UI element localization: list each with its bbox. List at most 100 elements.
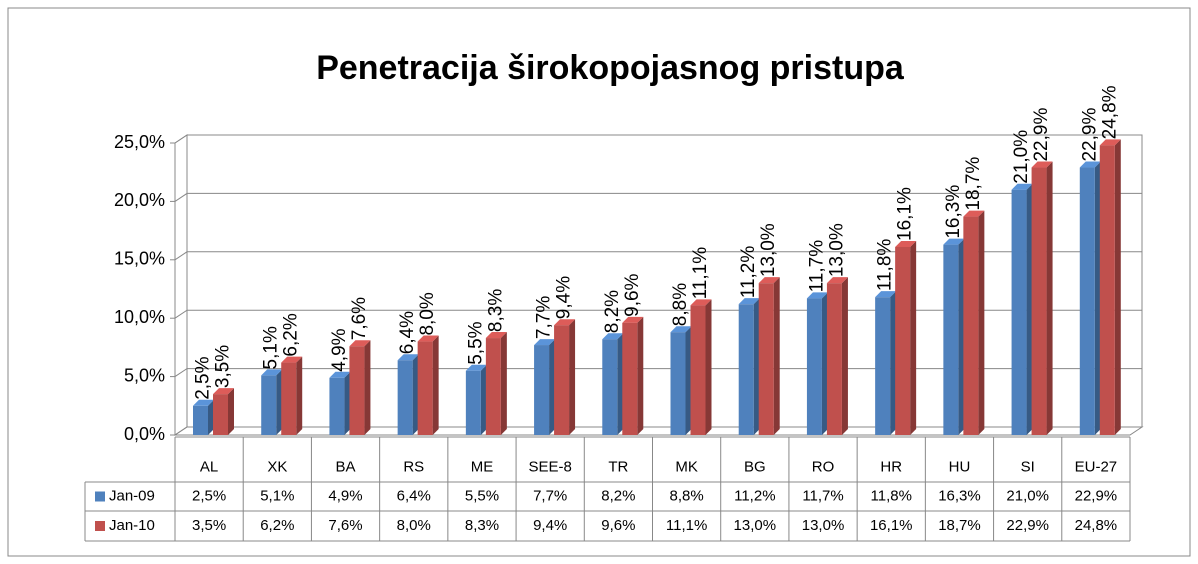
y-tick-label: 15,0%: [114, 249, 165, 269]
bar-face: [806, 298, 822, 435]
table-cell: 13,0%: [802, 517, 845, 534]
bar: [349, 340, 371, 435]
bar-face: [617, 333, 624, 435]
table-cell: 8,2%: [601, 487, 635, 504]
bar-face: [895, 240, 917, 247]
bar-face: [670, 332, 686, 435]
bar-face: [758, 283, 774, 435]
x-tick-label: RO: [812, 458, 835, 475]
bar: [1011, 183, 1033, 435]
table-cell: 3,5%: [192, 517, 226, 534]
y-tick-label: 10,0%: [114, 307, 165, 327]
grid-line: [174, 192, 1142, 202]
table-cell: 18,7%: [938, 517, 981, 534]
legend-key: [95, 521, 105, 531]
y-tick-label: 0,0%: [124, 424, 165, 444]
data-label: 8,0%: [417, 292, 438, 335]
bar-face: [1011, 189, 1027, 435]
bar: [806, 292, 828, 435]
bar-face: [549, 339, 556, 435]
data-label: 18,7%: [963, 157, 984, 211]
table-cell: 11,2%: [734, 487, 775, 504]
table-cell: 13,0%: [734, 517, 777, 534]
table-cell: 8,3%: [465, 517, 499, 534]
bar: [758, 277, 780, 435]
bar: [534, 339, 556, 435]
bar-face: [1099, 145, 1115, 435]
data-label: 5,1%: [261, 326, 282, 369]
table-cell: 4,9%: [328, 487, 362, 504]
data-label: 11,1%: [690, 247, 711, 300]
table-cell: 9,4%: [533, 517, 567, 534]
bar-face: [397, 354, 419, 361]
bar-face: [758, 277, 780, 284]
table-cell: 7,6%: [328, 517, 362, 534]
bar-face: [685, 326, 692, 435]
table-cell: 16,3%: [938, 487, 981, 504]
bar-face: [1099, 139, 1121, 146]
side-wall: [174, 134, 188, 436]
bar-face: [534, 339, 556, 346]
bar-face: [602, 333, 624, 340]
data-label: 8,8%: [670, 283, 691, 326]
data-label: 16,1%: [895, 187, 916, 241]
bar: [417, 335, 439, 435]
data-label: 24,8%: [1099, 85, 1120, 139]
data-label: 6,2%: [281, 313, 302, 356]
bar-face: [958, 238, 965, 435]
data-label: 11,7%: [806, 240, 827, 293]
bar-face: [281, 356, 303, 363]
bar-face: [296, 356, 303, 435]
bar-face: [485, 338, 501, 435]
bar-face: [943, 238, 965, 245]
y-tick-label: 20,0%: [114, 190, 165, 210]
data-label: 6,4%: [397, 311, 418, 354]
bar: [1099, 139, 1121, 435]
bar: [602, 333, 624, 435]
bar-face: [485, 332, 507, 339]
data-label: 11,8%: [875, 239, 896, 292]
x-tick-label: AL: [200, 458, 218, 475]
bar-face: [412, 354, 419, 435]
bar-face: [943, 244, 959, 435]
bar-face: [344, 371, 351, 435]
floor: [173, 426, 1144, 436]
x-tick-label: MK: [675, 458, 698, 475]
bar-face: [281, 362, 297, 435]
bar: [554, 319, 576, 435]
data-label: 16,3%: [943, 185, 964, 239]
bar-face: [602, 339, 618, 435]
bar-face: [329, 377, 345, 435]
bar-face: [228, 388, 234, 435]
table-cell: 6,2%: [260, 517, 294, 534]
bar: [670, 326, 692, 435]
bar: [1031, 161, 1053, 435]
bar-face: [875, 297, 891, 435]
bar: [963, 210, 985, 435]
bar-face: [738, 304, 754, 435]
bar-face: [1114, 139, 1121, 435]
bar: [622, 316, 644, 435]
bar-face: [963, 210, 985, 217]
data-label: 3,5%: [213, 345, 234, 388]
legend-label: Jan-10: [109, 517, 155, 534]
bar-face: [1046, 161, 1053, 435]
data-label: 2,5%: [193, 356, 214, 399]
legend-label: Jan-09: [109, 487, 155, 504]
bar: [1079, 161, 1101, 435]
bar-face: [554, 319, 576, 326]
bar-face: [213, 394, 228, 435]
table-cell: 11,8%: [871, 487, 912, 504]
bar-face: [738, 298, 760, 305]
table-cell: 2,5%: [192, 487, 226, 504]
bar: [329, 371, 351, 435]
bar-face: [534, 345, 550, 435]
data-label: 22,9%: [1079, 108, 1100, 162]
x-tick-label: SEE-8: [528, 458, 571, 475]
table-cell: 16,1%: [870, 517, 913, 534]
bar: [943, 238, 965, 435]
bar-face: [1031, 167, 1047, 435]
table-cell: 21,0%: [1006, 487, 1049, 504]
bar-face: [910, 240, 917, 435]
